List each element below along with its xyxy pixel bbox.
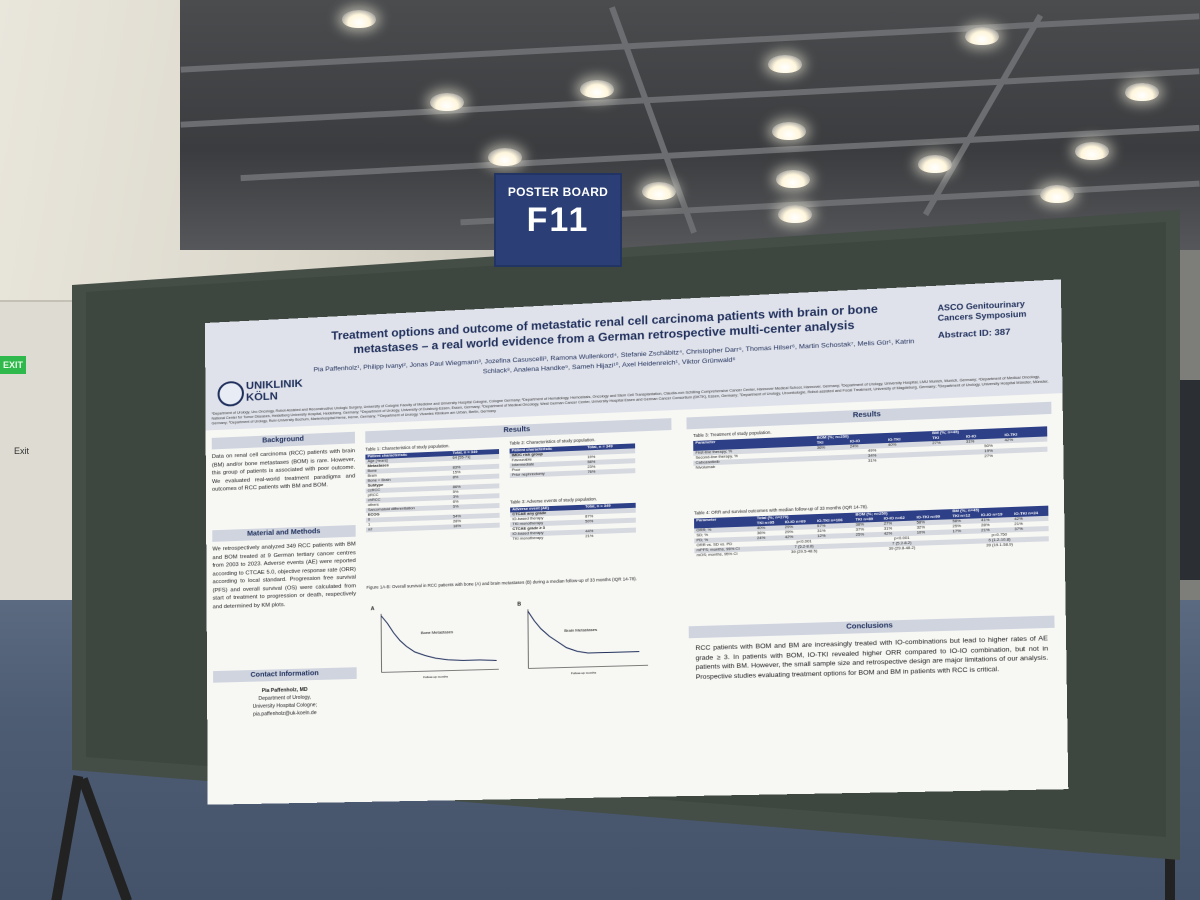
ceiling-light: [488, 148, 522, 166]
km-plot-brain: Brain Metastases Follow-up months: [522, 604, 651, 677]
ceiling-light: [430, 93, 464, 111]
methods-heading: Material and Methods: [212, 525, 355, 542]
km-legend-brain: Brain Metastases: [564, 627, 597, 633]
research-poster: UNIKLINIK KÖLN Treatment options and out…: [205, 279, 1068, 804]
figure-caption: Figure 1A-B: Overall survival in RCC pat…: [366, 575, 662, 590]
table-adverse-events: Adverse event (AE) Total, n = 349 CTCAE an…: [510, 503, 636, 542]
exit-sign: EXIT: [0, 356, 26, 374]
ceiling-light: [918, 155, 952, 173]
table2: Patient characteristic Total, n = 349 IMDC…: [510, 443, 636, 478]
board-number: F11: [496, 201, 620, 240]
table3-caption: Table 3: Treatment of study population.: [693, 430, 771, 438]
table1: Patient characteristic Total, n = 349 Age …: [365, 449, 499, 532]
conclusions-text: RCC patients with BOM and BM are increas…: [695, 634, 1048, 682]
table2-caption: Table 2: Characteristics of study popula…: [509, 437, 595, 446]
table-cell: mOS; months, 95% CI: [694, 551, 755, 558]
ceiling-light: [580, 80, 614, 98]
background-heading: Background: [212, 432, 355, 450]
wall-direction-sign: Exit: [14, 446, 29, 456]
ceiling-light: [342, 10, 376, 28]
ceiling-light: [776, 170, 810, 188]
table-cell: 18%: [451, 523, 500, 530]
ceiling-light: [1125, 83, 1159, 101]
km-xlabel-brain: Follow-up months: [571, 671, 597, 676]
background-text: Data on renal cell carcinoma (RCC) patie…: [212, 447, 356, 494]
table-cell: 76%: [585, 468, 635, 475]
table1-caption: Table 1: Characteristics of study popula…: [365, 443, 449, 451]
contact-heading: Contact Information: [213, 667, 357, 682]
ceiling-light: [772, 122, 806, 140]
methods-text: We retrospectively analyzed 349 RCC pati…: [212, 541, 356, 612]
results-heading: Results: [365, 418, 671, 443]
contact-info: Pia Paffenholz, MD Department of Urology…: [213, 685, 357, 720]
km-xlabel-bone: Follow-up months: [423, 674, 448, 679]
table3ae-caption: Table 3: Adverse events of study populat…: [510, 496, 597, 504]
ceiling-truss: [180, 0, 1200, 250]
poster-board-sign: POSTER BOARD F11: [494, 173, 622, 267]
ceiling-light: [965, 27, 999, 45]
km-legend-bone: Bone Metastases: [421, 629, 453, 635]
km-plot-bone: Bone Metastases Follow-up months: [375, 608, 501, 680]
table-cell: 21%: [583, 533, 636, 540]
ceiling-light: [1075, 142, 1109, 160]
ceiling-light: [768, 55, 802, 73]
ceiling-light: [778, 205, 812, 223]
ceiling-light: [642, 182, 676, 200]
institution-logo: UNIKLINIK KÖLN: [246, 379, 287, 404]
ceiling-light: [1040, 185, 1074, 203]
wall-panel: [0, 300, 72, 622]
sign-label: POSTER BOARD: [496, 185, 620, 199]
